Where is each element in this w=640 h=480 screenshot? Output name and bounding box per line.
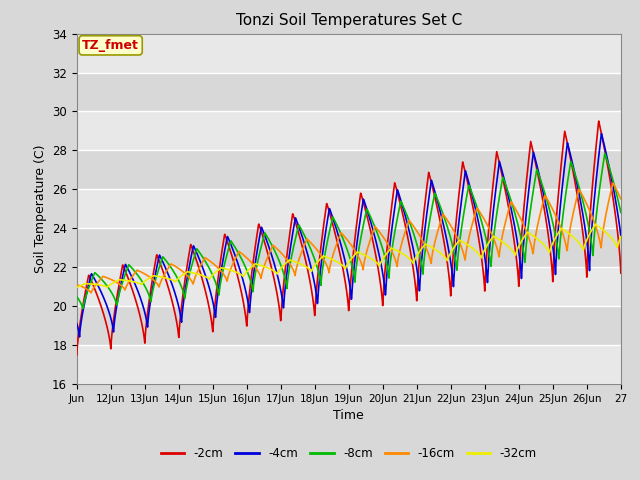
- X-axis label: Time: Time: [333, 409, 364, 422]
- Bar: [77, 34, 621, 72]
- Bar: [77, 306, 621, 345]
- Bar: [77, 111, 621, 150]
- Bar: [77, 267, 621, 306]
- Legend: -2cm, -4cm, -8cm, -16cm, -32cm: -2cm, -4cm, -8cm, -16cm, -32cm: [156, 443, 541, 465]
- Bar: [77, 228, 621, 267]
- Y-axis label: Soil Temperature (C): Soil Temperature (C): [33, 144, 47, 273]
- Title: Tonzi Soil Temperatures Set C: Tonzi Soil Temperatures Set C: [236, 13, 462, 28]
- Bar: [77, 72, 621, 111]
- Text: TZ_fmet: TZ_fmet: [82, 39, 139, 52]
- Bar: [77, 150, 621, 189]
- Bar: [77, 345, 621, 384]
- Bar: [77, 189, 621, 228]
